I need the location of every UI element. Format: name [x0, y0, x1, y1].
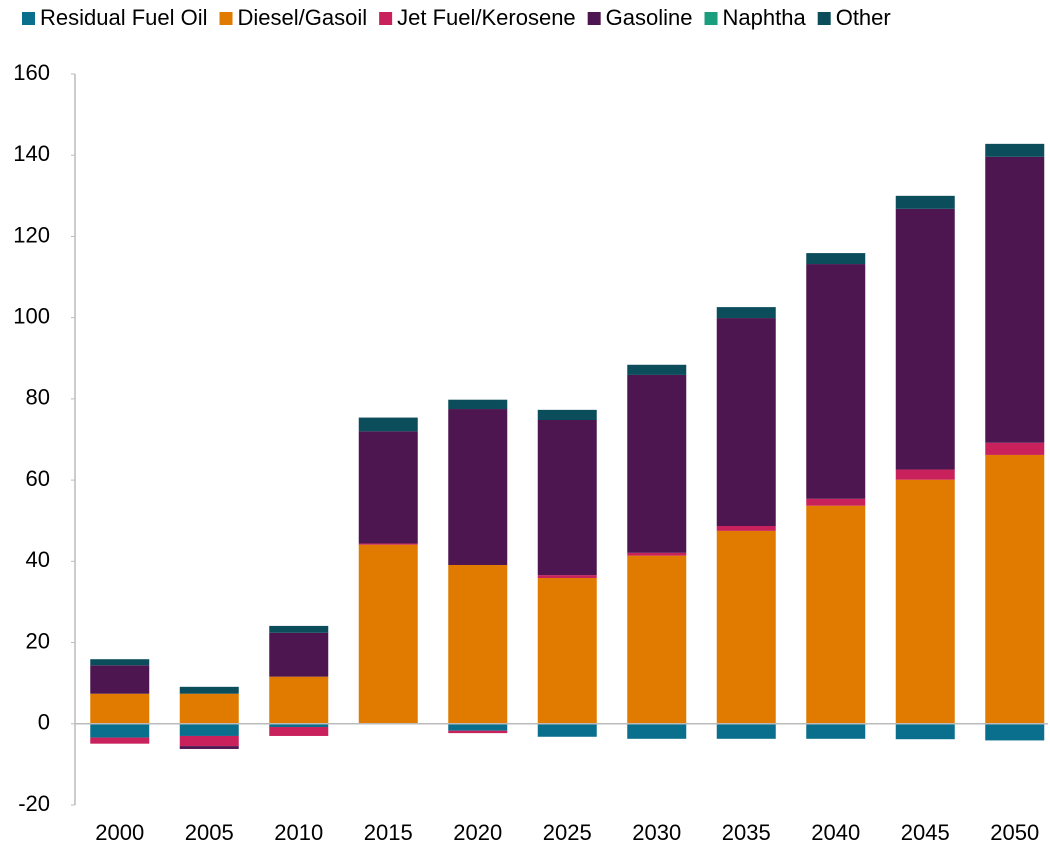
y-tick-label: 0: [38, 710, 50, 735]
bar-segment: [448, 399, 508, 410]
y-tick-label: 40: [26, 547, 50, 572]
bar-segment: [179, 735, 239, 747]
bar-segment: [895, 469, 955, 480]
bar-segment: [806, 505, 866, 724]
bar-segment: [627, 555, 687, 724]
bar-segment: [806, 264, 866, 499]
x-tick-label: 2010: [274, 820, 323, 845]
y-tick-label: 100: [13, 303, 50, 328]
legend-label: Jet Fuel/Kerosene: [397, 5, 576, 30]
bar-segment: [269, 625, 329, 633]
bar-segment: [537, 420, 597, 576]
legend-label: Gasoline: [606, 5, 693, 30]
bar-segment: [358, 431, 418, 544]
bar-segment: [269, 723, 329, 728]
bar-segment: [90, 723, 150, 738]
bar-segment: [985, 723, 1045, 741]
bar-segment: [448, 730, 508, 734]
bar-segment: [90, 659, 150, 666]
bar-segment: [895, 208, 955, 470]
legend-swatch: [219, 12, 233, 25]
legend-swatch: [379, 12, 393, 25]
legend-swatch: [587, 12, 601, 25]
bar-segment: [537, 723, 597, 737]
bar-segment: [537, 575, 597, 578]
bar-segment: [448, 723, 508, 731]
bar-segment: [985, 143, 1045, 157]
bar-segment: [806, 253, 866, 265]
bar-segment: [806, 723, 866, 739]
bar-segment: [269, 632, 329, 677]
bar-segment: [895, 479, 955, 724]
y-tick-label: 160: [13, 60, 50, 85]
x-tick-label: 2035: [722, 820, 771, 845]
bar-segment: [537, 409, 597, 421]
x-tick-label: 2040: [811, 820, 860, 845]
bar-segment: [627, 374, 687, 553]
bar-segment: [716, 307, 776, 319]
y-tick-label: 80: [26, 385, 50, 410]
y-tick-label: 20: [26, 628, 50, 653]
bar-segment: [627, 364, 687, 375]
legend-label: Residual Fuel Oil: [40, 5, 208, 30]
bar-segment: [716, 318, 776, 527]
bar-segment: [358, 544, 418, 724]
bar-segment: [269, 676, 329, 724]
bar-segment: [985, 442, 1045, 455]
bar-segment: [806, 498, 866, 506]
legend-swatch: [22, 12, 35, 25]
bar-segment: [448, 409, 508, 565]
x-tick-label: 2000: [95, 820, 144, 845]
y-tick-label: 140: [13, 141, 50, 166]
x-tick-label: 2045: [901, 820, 950, 845]
bar-segment: [985, 156, 1045, 443]
bar-segment: [90, 665, 150, 694]
legend-swatch: [817, 12, 831, 25]
legend-swatch: [704, 12, 718, 25]
bar-segment: [358, 417, 418, 432]
bar-segment: [627, 723, 687, 739]
bar-segment: [179, 723, 239, 736]
bar-segment: [895, 723, 955, 740]
bar-segment: [269, 727, 329, 736]
x-tick-label: 2025: [543, 820, 592, 845]
y-tick-label: 60: [26, 466, 50, 491]
x-tick-label: 2015: [364, 820, 413, 845]
legend-label: Diesel/Gasoil: [238, 5, 368, 30]
x-tick-label: 2030: [632, 820, 681, 845]
legend-label: Naphtha: [723, 5, 807, 30]
bar-segment: [448, 564, 508, 724]
bar-segment: [627, 552, 687, 556]
bar-segment: [716, 723, 776, 739]
bar-segment: [985, 454, 1045, 724]
bar-segment: [358, 543, 418, 545]
bar-segment: [716, 526, 776, 531]
bar-segment: [895, 195, 955, 209]
bar-segment: [716, 530, 776, 724]
bar-segment: [179, 746, 239, 749]
x-tick-label: 2005: [185, 820, 234, 845]
legend-label: Other: [836, 5, 891, 30]
bar-segment: [179, 686, 239, 694]
bar-segment: [179, 693, 239, 724]
bar-segment: [90, 737, 150, 744]
y-tick-label: -20: [18, 791, 50, 816]
x-tick-label: 2050: [990, 820, 1039, 845]
x-tick-label: 2020: [453, 820, 502, 845]
bar-segment: [90, 693, 150, 724]
bar-segment: [537, 577, 597, 724]
y-tick-label: 120: [13, 222, 50, 247]
